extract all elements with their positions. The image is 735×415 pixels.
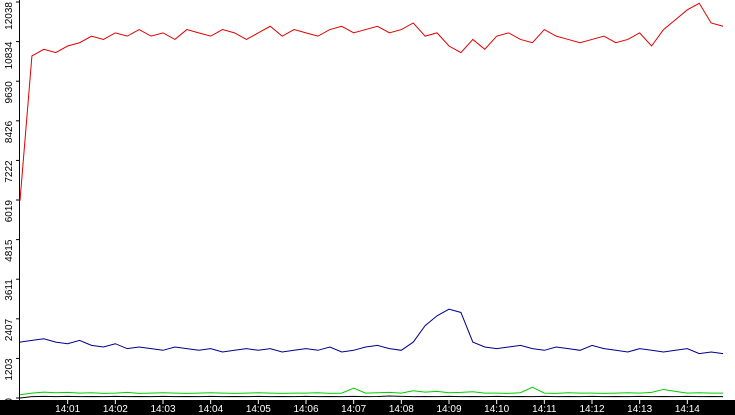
x-tick-label: 14:10 [484,404,509,415]
series-line [19,308,724,355]
x-tick-label: 14:01 [55,404,80,415]
y-tick-label: 1203 [4,358,15,381]
x-tick-label: 14:09 [436,404,461,415]
y-tick-label: 0 [4,398,15,404]
x-tick-label: 14:06 [293,404,318,415]
x-tick-label: 14:02 [103,404,128,415]
y-tick-label: 6019 [4,200,15,223]
x-axis-bar [0,400,735,415]
x-tick-label: 14:11 [532,404,557,415]
x-tick-label: 14:13 [627,404,652,415]
x-tick-label: 14:04 [198,404,223,415]
series-line [19,395,724,399]
y-tick-label: 9630 [4,81,15,104]
x-tick-label: 14:07 [341,404,366,415]
y-tick-label: 3611 [4,279,15,301]
y-tick-label: 12038 [4,2,15,30]
series-line [19,386,724,396]
y-tick-label: 10834 [4,41,15,69]
x-tick-label: 14:12 [579,404,604,415]
x-tick-label: 14:14 [675,404,700,415]
y-tick-label: 8426 [4,120,15,143]
y-tick-label: 2407 [4,318,15,341]
x-tick-label: 14:03 [150,404,175,415]
y-tick-label: 7222 [4,160,15,183]
x-tick-label: 14:08 [389,404,414,415]
y-tick-label: 4815 [4,239,15,262]
x-tick-label: 14:05 [246,404,271,415]
series-line [19,2,724,201]
